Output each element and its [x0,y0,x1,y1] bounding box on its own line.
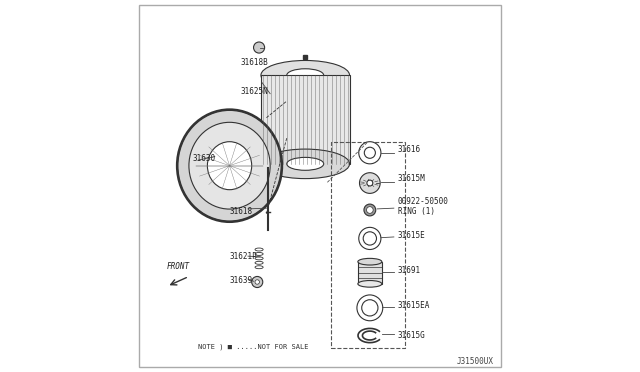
Ellipse shape [261,61,349,90]
Circle shape [362,300,378,316]
Ellipse shape [358,259,382,265]
Text: 31618: 31618 [230,207,253,217]
Text: 31615G: 31615G [397,331,426,340]
Text: 31616: 31616 [397,145,420,154]
Circle shape [364,204,376,216]
Text: 31630: 31630 [193,154,216,163]
Text: 31639: 31639 [230,276,253,285]
Text: 31615E: 31615E [397,231,426,240]
Text: 31618B: 31618B [241,58,268,67]
Circle shape [359,227,381,250]
Circle shape [357,295,383,321]
Ellipse shape [178,110,281,221]
Text: FRONT: FRONT [166,262,189,271]
Circle shape [252,276,263,288]
Text: J31500UX: J31500UX [456,357,493,366]
Text: NOTE ) ■ .....NOT FOR SALE: NOTE ) ■ .....NOT FOR SALE [198,343,308,350]
Circle shape [360,173,380,193]
Circle shape [255,280,259,284]
Text: 31691: 31691 [397,266,420,275]
Text: 31615M: 31615M [397,174,426,183]
Ellipse shape [207,142,252,190]
Ellipse shape [261,149,349,179]
Circle shape [364,147,376,158]
FancyBboxPatch shape [261,75,349,164]
Circle shape [363,232,376,245]
Text: 31625N: 31625N [241,87,268,96]
Ellipse shape [287,157,324,170]
Ellipse shape [189,122,270,209]
Text: 31615EA: 31615EA [397,301,430,311]
Circle shape [367,207,373,213]
Circle shape [253,42,264,53]
Circle shape [367,180,372,186]
Ellipse shape [287,69,324,82]
Ellipse shape [358,280,382,287]
Text: 00922-50500
RING (1): 00922-50500 RING (1) [397,197,449,216]
Text: 31621P: 31621P [230,251,257,261]
FancyBboxPatch shape [358,262,382,284]
Circle shape [359,142,381,164]
